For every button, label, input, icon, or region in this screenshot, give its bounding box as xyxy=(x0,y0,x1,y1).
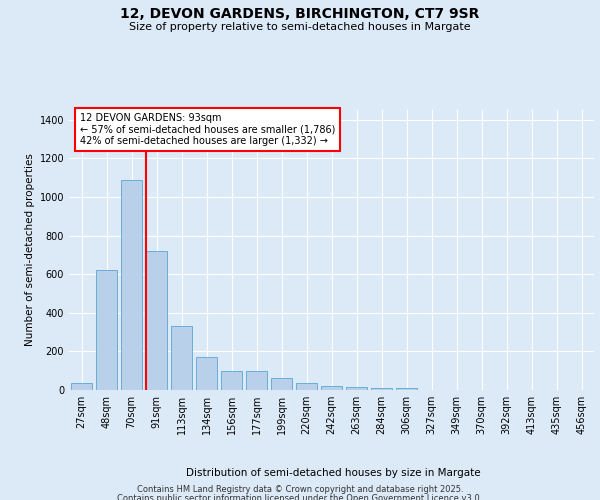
Text: Contains HM Land Registry data © Crown copyright and database right 2025.: Contains HM Land Registry data © Crown c… xyxy=(137,485,463,494)
Text: Distribution of semi-detached houses by size in Margate: Distribution of semi-detached houses by … xyxy=(185,468,481,477)
Text: 12, DEVON GARDENS, BIRCHINGTON, CT7 9SR: 12, DEVON GARDENS, BIRCHINGTON, CT7 9SR xyxy=(121,8,479,22)
Text: 12 DEVON GARDENS: 93sqm
← 57% of semi-detached houses are smaller (1,786)
42% of: 12 DEVON GARDENS: 93sqm ← 57% of semi-de… xyxy=(79,113,335,146)
Bar xyxy=(221,371,242,390)
Bar xyxy=(346,387,367,390)
Bar xyxy=(171,326,192,390)
Bar xyxy=(196,357,217,390)
Bar xyxy=(121,180,142,390)
Bar xyxy=(71,382,92,390)
Text: Contains public sector information licensed under the Open Government Licence v3: Contains public sector information licen… xyxy=(118,494,482,500)
Bar xyxy=(296,382,317,390)
Bar xyxy=(146,251,167,390)
Bar xyxy=(371,388,392,390)
Bar xyxy=(96,270,117,390)
Text: Size of property relative to semi-detached houses in Margate: Size of property relative to semi-detach… xyxy=(129,22,471,32)
Bar xyxy=(396,388,417,390)
Bar xyxy=(321,386,342,390)
Bar xyxy=(271,378,292,390)
Y-axis label: Number of semi-detached properties: Number of semi-detached properties xyxy=(25,154,35,346)
Bar xyxy=(246,371,267,390)
